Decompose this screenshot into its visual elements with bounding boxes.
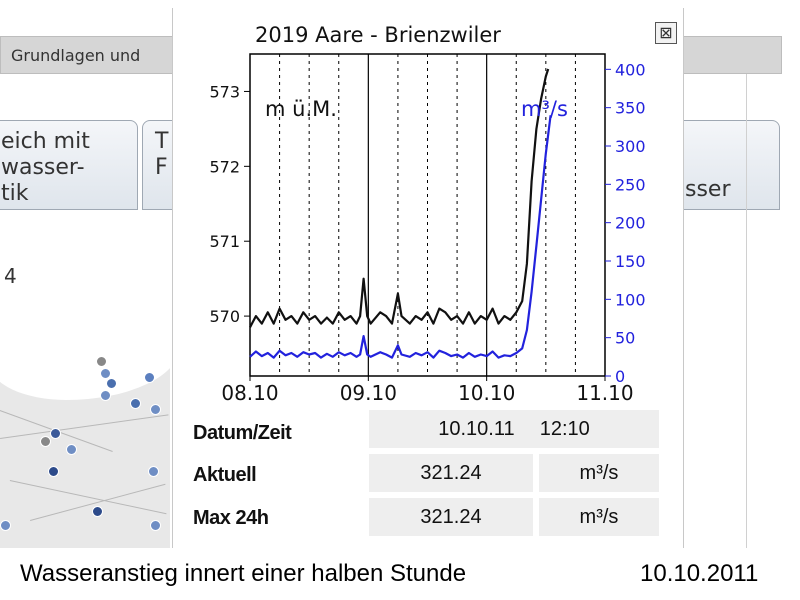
map-station-dot[interactable] [48, 466, 59, 477]
map-river-line [9, 480, 167, 515]
right-tick-label: 400 [615, 60, 646, 79]
tab1-line-1: eich mit [1, 129, 90, 154]
right-tick-label: 200 [615, 214, 646, 233]
right-tick-label: 100 [615, 290, 646, 309]
right-tick-label: 250 [615, 175, 646, 194]
left-tick-label: 571 [209, 232, 240, 251]
right-tick-label: 300 [615, 137, 646, 156]
tab2-line-1: T [155, 129, 169, 154]
max-unit: m³/s [539, 498, 659, 536]
x-tick-label: 09.10 [340, 381, 397, 405]
water-level-line [249, 68, 550, 328]
aktuell-value: 321.24 [369, 454, 533, 492]
left-tick-label: 573 [209, 82, 240, 101]
station-popup: 2019 Aare - Brienzwiler 08.10 09.10 10.10 1… [172, 8, 684, 548]
caption-text: Wasseranstieg innert einer halben Stunde [20, 560, 467, 587]
background-divider [746, 74, 747, 548]
right-tick-label: 0 [615, 367, 625, 386]
tab1-line-2: wasser- [1, 155, 85, 180]
right-tick-label: 150 [615, 252, 646, 271]
map-station-dot[interactable] [100, 368, 111, 379]
map-station-dot[interactable] [66, 444, 77, 455]
map-station-dot[interactable] [150, 404, 161, 415]
aktuell-unit: m³/s [539, 454, 659, 492]
map-station-dot[interactable] [50, 428, 61, 439]
tab1-line-3: tik [1, 181, 29, 206]
discharge-line [249, 115, 552, 359]
datum-value: 10.10.11 [438, 418, 515, 440]
tab3-label: sser [685, 177, 731, 202]
map-station-dot[interactable] [106, 378, 117, 389]
x-tick-label: 08.10 [221, 381, 278, 405]
tab2-line-2: F [155, 155, 168, 180]
discharge-chart: 2019 Aare - Brienzwiler 08.10 09.10 10.10 1… [209, 23, 646, 405]
max-label: Max 24h [193, 507, 269, 529]
time-value: 12:10 [539, 418, 590, 440]
map-station-dot[interactable] [40, 436, 51, 447]
map-station-dot[interactable] [148, 466, 159, 477]
map-river-line [0, 414, 169, 439]
map-station-dot[interactable] [100, 390, 111, 401]
background-header-text: Grundlagen und [11, 46, 141, 65]
chart-title: 2019 Aare - Brienzwiler [255, 23, 501, 47]
left-axis-label: m ü.M. [265, 97, 337, 121]
map-station-dot[interactable] [130, 398, 141, 409]
x-tick-label: 11.10 [576, 381, 633, 405]
background-tab-1[interactable]: eich mit wasser- tik [0, 120, 138, 210]
left-tick-label: 572 [209, 157, 240, 176]
aktuell-label: Aktuell [193, 464, 257, 486]
datum-value-cell: 10.10.11 12:10 [369, 410, 659, 448]
right-axis-label: m³/s [521, 97, 568, 121]
x-tick-label: 10.10 [458, 381, 515, 405]
background-side-number: 4 [4, 264, 17, 288]
map-station-dot[interactable] [96, 356, 107, 367]
max-value: 321.24 [369, 498, 533, 536]
left-tick-label: 570 [209, 307, 240, 326]
caption-date: 10.10.2011 [640, 560, 759, 587]
right-tick-label: 50 [615, 329, 635, 348]
datum-label: Datum/Zeit [193, 422, 292, 444]
map-station-dot[interactable] [0, 520, 11, 531]
map-station-dot[interactable] [150, 520, 161, 531]
map-station-dot[interactable] [144, 372, 155, 383]
right-tick-label: 350 [615, 99, 646, 118]
background-map[interactable] [0, 320, 170, 548]
close-icon[interactable]: ⊠ [655, 22, 677, 44]
map-station-dot[interactable] [92, 506, 103, 517]
map-outside-area [0, 320, 170, 400]
